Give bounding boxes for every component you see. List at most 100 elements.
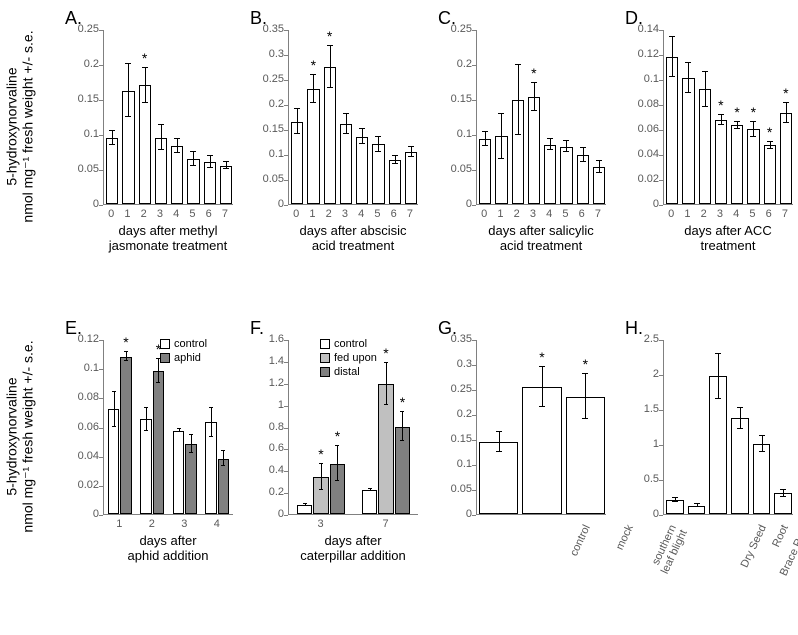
bar (528, 97, 540, 204)
bar (139, 85, 151, 204)
bar (120, 357, 131, 515)
bar (372, 144, 384, 204)
xtick-label: 6 (763, 208, 775, 220)
significance-star: * (397, 394, 407, 410)
significance-star: * (121, 334, 131, 350)
ytick: 2 (627, 368, 659, 380)
chart-A: * (103, 30, 233, 205)
chart-E: ** (103, 340, 233, 515)
ytick: 2.5 (627, 333, 659, 345)
significance-star: * (537, 349, 547, 365)
ytick: 1.5 (627, 403, 659, 415)
ytick: 0.25 (252, 73, 284, 85)
bar (220, 166, 232, 205)
bar (405, 152, 417, 205)
legend-item: fed upon (320, 352, 377, 364)
ytick: 0.2 (67, 58, 99, 70)
xtick-label: 4 (201, 518, 234, 530)
bar (731, 125, 743, 204)
xtick-label: 3 (288, 518, 353, 530)
xtick-label: 3 (714, 208, 726, 220)
xtick-label: 1 (681, 208, 693, 220)
ytick: 0 (627, 198, 659, 210)
bar (106, 138, 118, 205)
legend-item: control (320, 338, 367, 350)
ytick: 0.1 (627, 73, 659, 85)
ytick: 0.3 (252, 48, 284, 60)
ytick: 0.15 (440, 93, 472, 105)
xtick-label: 7 (219, 208, 231, 220)
ytick: 0.05 (440, 483, 472, 495)
ytick: 0.1 (440, 128, 472, 140)
xtick-label: 3 (168, 518, 201, 530)
chart-H (663, 340, 793, 515)
ytick: 0.05 (67, 163, 99, 175)
bar (218, 459, 229, 514)
ytick: 0.2 (440, 408, 472, 420)
significance-star: * (716, 97, 726, 113)
significance-star: * (580, 356, 590, 372)
bar (753, 444, 771, 514)
significance-star: * (381, 345, 391, 361)
xtick-label: 1 (121, 208, 133, 220)
chart-B: ** (288, 30, 418, 205)
xtick-label: 2 (323, 208, 335, 220)
bar (560, 147, 572, 204)
ytick: 0 (440, 198, 472, 210)
ytick: 0 (440, 508, 472, 520)
bar (140, 419, 151, 514)
bar (764, 145, 776, 204)
xtick-label: 3 (339, 208, 351, 220)
xtick-label: 2 (698, 208, 710, 220)
x-axis-label: days aftercaterpillar addition (278, 533, 428, 563)
significance-star: * (308, 57, 318, 73)
ytick: 0.14 (627, 23, 659, 35)
ytick: 0.3 (440, 358, 472, 370)
xtick-label: 0 (478, 208, 490, 220)
xtick-label: 1 (306, 208, 318, 220)
xtick-label: 5 (186, 208, 198, 220)
ytick: 0.02 (67, 479, 99, 491)
ytick: 0.2 (440, 58, 472, 70)
ytick: 0.8 (252, 421, 284, 433)
xtick-label: 3 (527, 208, 539, 220)
bar (682, 78, 694, 204)
ytick: 0.05 (252, 173, 284, 185)
x-axis-label: days after abscisicacid treatment (278, 223, 428, 253)
chart-C: * (476, 30, 606, 205)
ytick: 0.2 (252, 486, 284, 498)
significance-star: * (140, 50, 150, 66)
ytick: 0.2 (252, 98, 284, 110)
xtick-label: 4 (730, 208, 742, 220)
xtick-label: 0 (665, 208, 677, 220)
xtick-label: 7 (353, 518, 418, 530)
xtick-label: 6 (576, 208, 588, 220)
ytick: 0.15 (440, 433, 472, 445)
bar (362, 490, 377, 514)
significance-star: * (765, 124, 775, 140)
significance-star: * (781, 85, 791, 101)
ytick: 0 (627, 508, 659, 520)
ytick: 0.1 (252, 148, 284, 160)
x-axis-label: days after methyljasmonate treatment (93, 223, 243, 253)
ytick: 1.2 (252, 377, 284, 389)
bar (780, 113, 792, 204)
ytick: 0.15 (67, 93, 99, 105)
xtick-label: 0 (105, 208, 117, 220)
bar (479, 442, 518, 515)
legend-item: aphid (160, 352, 201, 364)
xtick-label: 6 (388, 208, 400, 220)
ytick: 0.1 (67, 362, 99, 374)
bar (544, 145, 556, 205)
chart-G: ** (476, 340, 606, 515)
ytick: 0.35 (440, 333, 472, 345)
ytick: 0.1 (67, 128, 99, 140)
xtick-label: 0 (290, 208, 302, 220)
ytick: 1.6 (252, 333, 284, 345)
ytick: 0 (252, 198, 284, 210)
legend-item: distal (320, 366, 360, 378)
x-axis-label: days after salicylicacid treatment (466, 223, 616, 253)
bar (389, 160, 401, 204)
ytick: 0.12 (67, 333, 99, 345)
ytick: 0.04 (67, 450, 99, 462)
